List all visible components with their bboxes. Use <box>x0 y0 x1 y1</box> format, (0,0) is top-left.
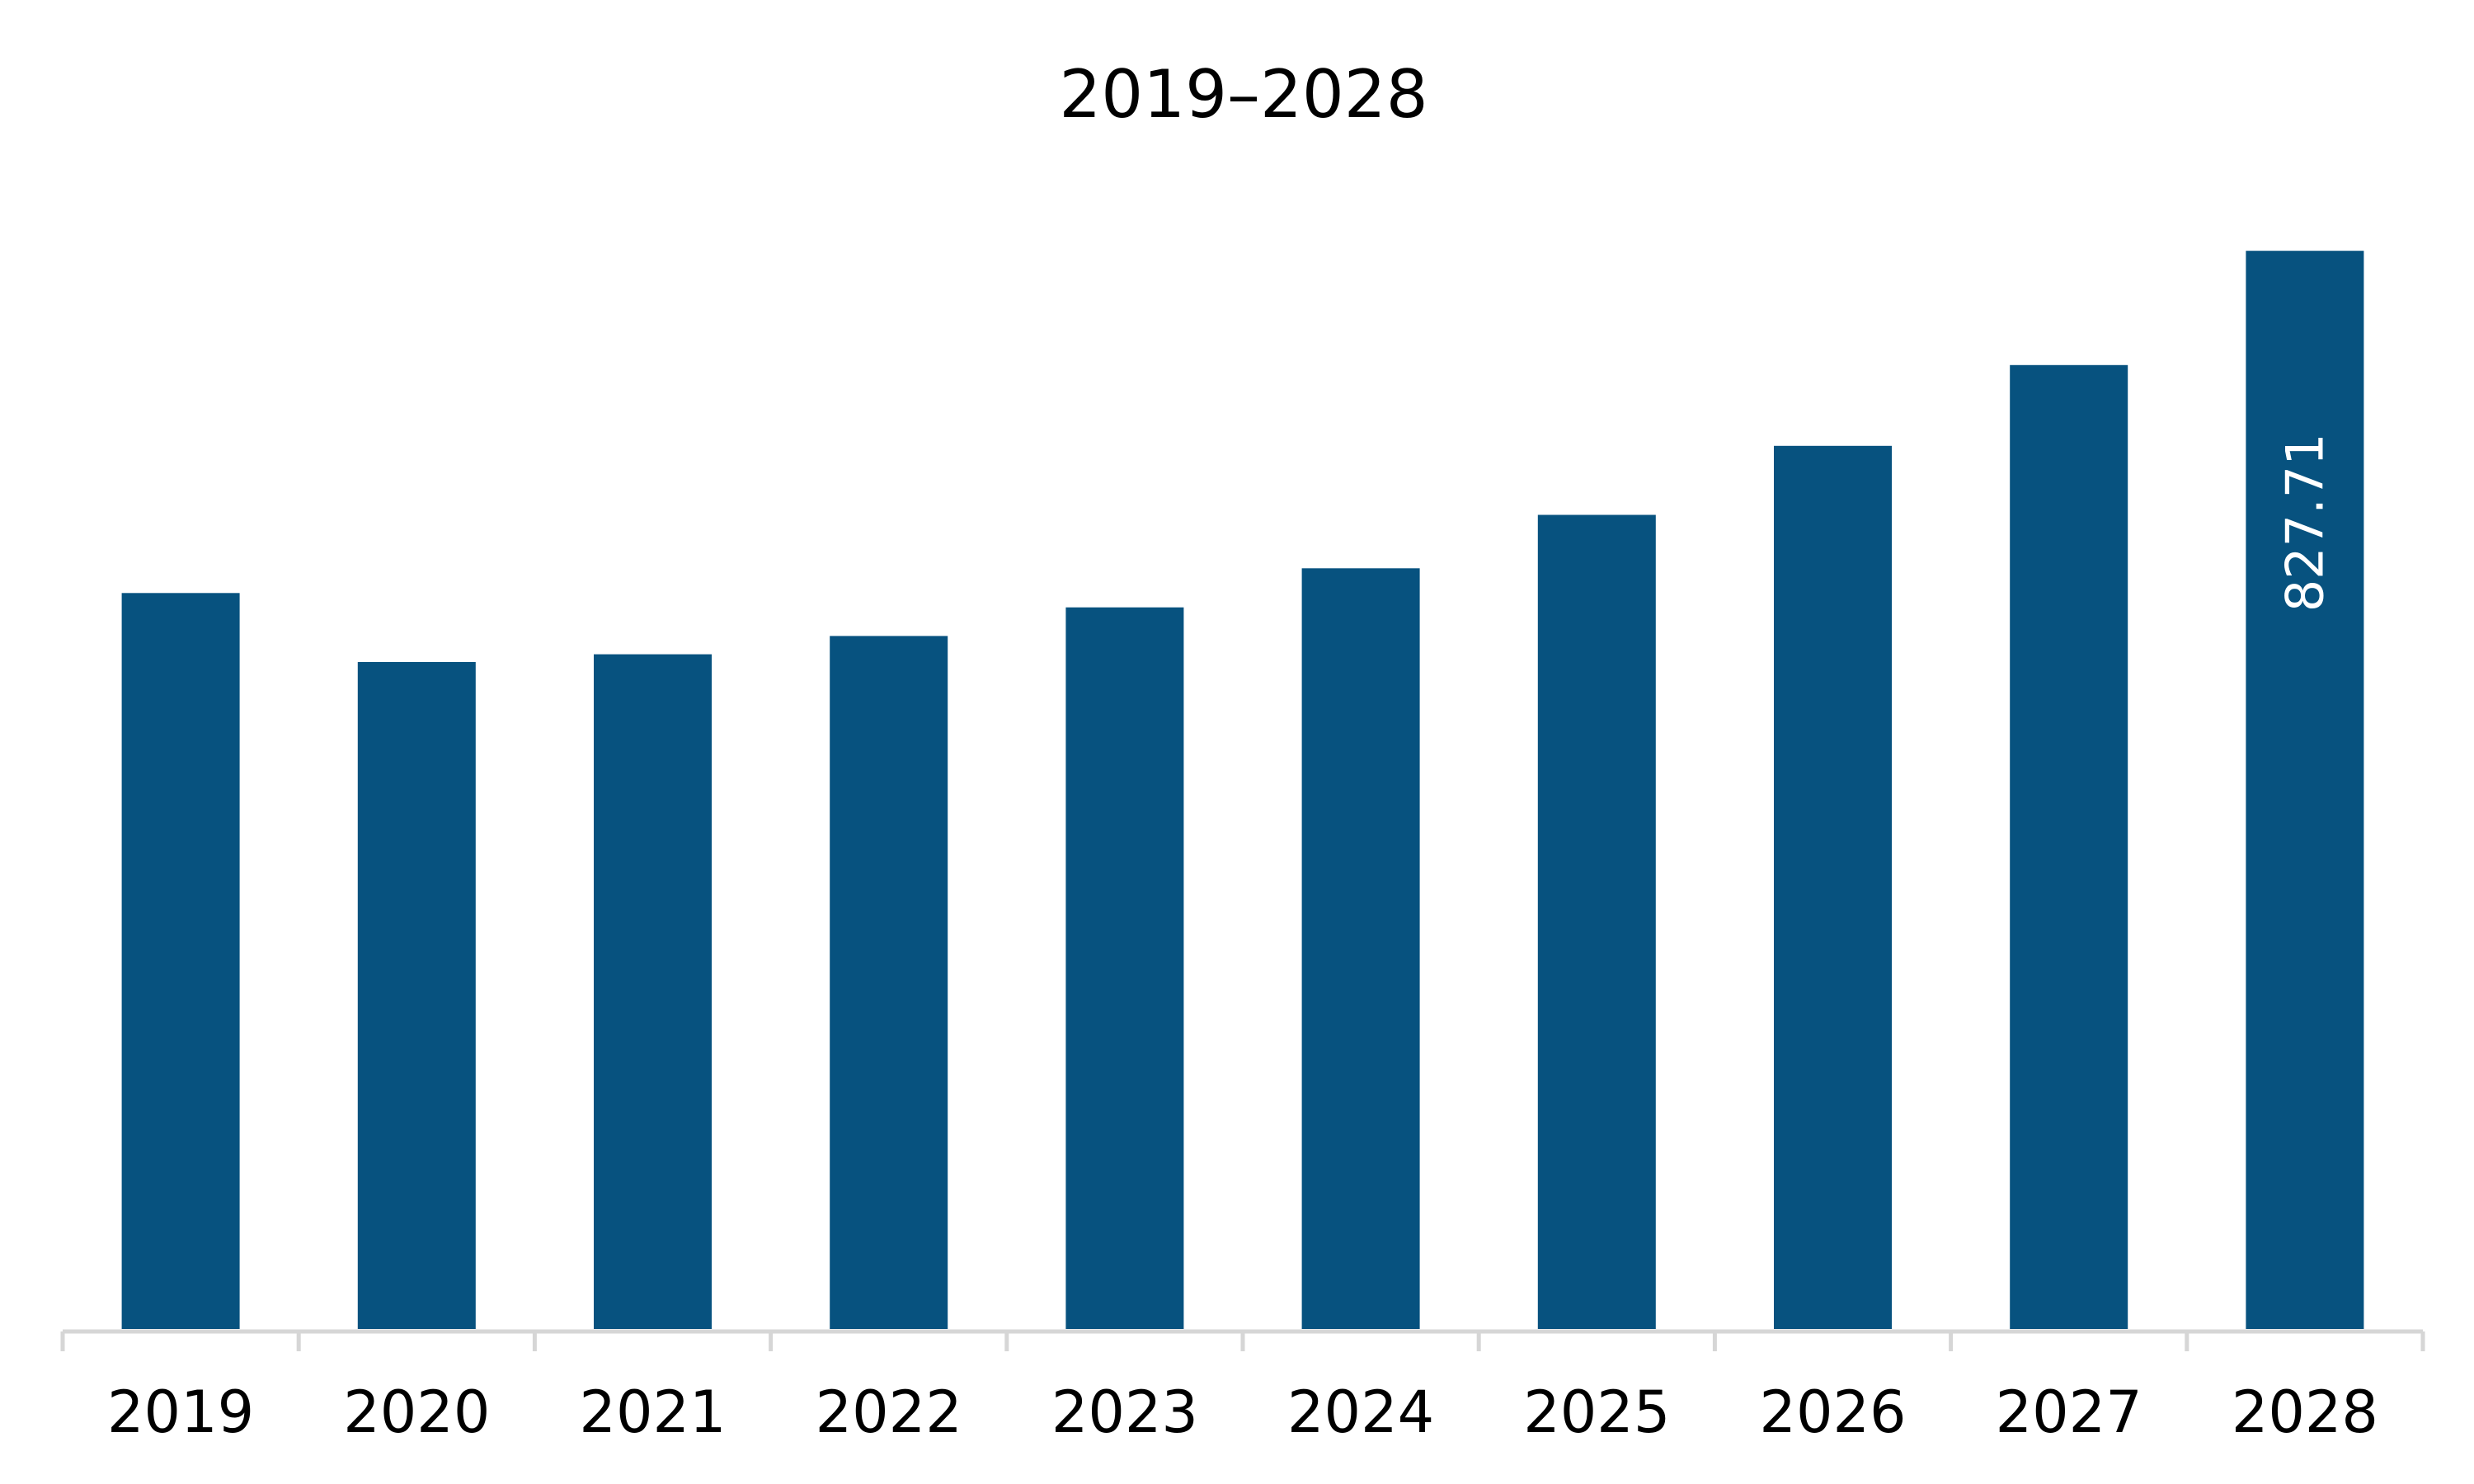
data-labels-group: 827.71 <box>2274 433 2335 612</box>
x-tick-label-2020: 2020 <box>343 1378 490 1446</box>
bar-2022 <box>830 636 948 1329</box>
bar-2023 <box>1065 607 1184 1329</box>
bar-2020 <box>357 662 476 1329</box>
x-tick-label-2022: 2022 <box>816 1378 962 1446</box>
x-tick-label-2021: 2021 <box>579 1378 726 1446</box>
x-tick-label-2025: 2025 <box>1523 1378 1670 1446</box>
bar-2024 <box>1301 568 1420 1329</box>
x-tick-label-2024: 2024 <box>1287 1378 1434 1446</box>
bar-2021 <box>594 654 712 1329</box>
bar-2028 <box>2246 251 2364 1330</box>
chart-title: 2019–2028 <box>1059 56 1427 133</box>
x-tick-label-2028: 2028 <box>2232 1378 2378 1446</box>
x-tick-label-2027: 2027 <box>1996 1378 2142 1446</box>
x-axis: 2019 2020 2021 2022 2023 2024 2025 2026 2027 2028 <box>60 1329 2425 1446</box>
bar-2026 <box>1774 445 1892 1329</box>
x-tick-label-2026: 2026 <box>1759 1378 1906 1446</box>
bar-2019 <box>121 593 240 1329</box>
bars-group <box>121 251 2364 1330</box>
x-tick-label-2019: 2019 <box>107 1378 254 1446</box>
bar-2027 <box>2010 364 2128 1329</box>
x-tick-label-2023: 2023 <box>1051 1378 1198 1446</box>
data-label-2028: 827.71 <box>2274 433 2335 612</box>
bar-2025 <box>1537 514 1656 1329</box>
